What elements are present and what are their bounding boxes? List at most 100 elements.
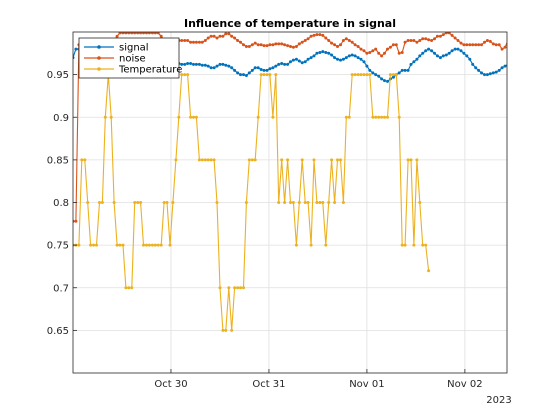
data-point (130, 286, 134, 290)
data-point (321, 201, 325, 204)
data-point (418, 201, 422, 204)
data-point (115, 34, 119, 38)
data-point (368, 73, 372, 77)
data-point (180, 62, 184, 66)
data-point (100, 201, 104, 204)
data-point (353, 54, 357, 58)
data-point (400, 243, 404, 247)
data-point (200, 158, 204, 162)
data-point (197, 40, 201, 44)
legend-item-signal[interactable]: signal (84, 43, 149, 54)
data-point (156, 32, 160, 35)
data-point (297, 59, 301, 63)
data-point (265, 44, 269, 48)
data-point (192, 115, 195, 119)
data-point (377, 51, 381, 55)
data-point (341, 57, 345, 61)
data-point (397, 115, 401, 119)
data-point (159, 243, 163, 247)
data-point (74, 219, 78, 223)
legend-label: Temperature (118, 65, 182, 76)
data-point (92, 243, 96, 247)
data-point (391, 43, 395, 47)
data-point (303, 201, 307, 204)
data-point (412, 60, 416, 64)
data-point (447, 51, 451, 55)
data-point (194, 115, 198, 119)
data-point (483, 73, 486, 77)
data-point (415, 40, 419, 44)
data-point (397, 71, 401, 75)
legend-label: signal (119, 43, 149, 54)
data-point (491, 42, 495, 46)
chart-title: Influence of temperature in signal (184, 17, 396, 30)
data-point (465, 54, 469, 58)
data-point (236, 71, 240, 75)
legend-item-noise[interactable]: noise (84, 54, 146, 65)
data-point (115, 243, 119, 247)
data-point (456, 39, 460, 42)
data-point (139, 201, 143, 204)
data-point (147, 243, 151, 247)
data-point (321, 33, 325, 37)
data-point (503, 45, 507, 49)
data-point (318, 201, 322, 204)
data-point (350, 53, 354, 57)
data-point (500, 66, 504, 70)
data-point (494, 70, 498, 74)
data-point (139, 32, 143, 35)
data-point (471, 62, 475, 66)
data-point (406, 39, 410, 42)
data-point (192, 62, 195, 66)
data-point (371, 115, 375, 119)
data-point (136, 201, 140, 204)
data-point (312, 54, 316, 58)
x-tick-label: Oct 31 (252, 379, 285, 390)
data-point (356, 73, 360, 77)
data-point (142, 32, 145, 35)
data-point (462, 51, 466, 55)
data-point (409, 158, 413, 162)
data-point (283, 43, 287, 47)
data-point (200, 63, 204, 67)
data-point (189, 62, 193, 65)
data-point (262, 44, 266, 48)
data-point (186, 73, 190, 77)
data-point (142, 243, 145, 247)
data-point (180, 39, 184, 42)
data-point (189, 115, 193, 119)
data-point (494, 43, 498, 47)
data-point (383, 115, 386, 119)
data-point (194, 40, 198, 44)
data-point (380, 77, 384, 81)
data-point (388, 45, 392, 49)
data-point (95, 243, 98, 247)
data-point (171, 201, 175, 204)
data-point (383, 79, 386, 83)
data-point (503, 64, 507, 68)
data-point (221, 34, 225, 38)
data-point (224, 32, 228, 36)
data-point (488, 39, 492, 43)
data-point (268, 73, 272, 77)
data-point (77, 243, 81, 247)
data-point (212, 34, 216, 38)
data-point (333, 56, 337, 60)
data-point (362, 60, 366, 64)
data-point (480, 71, 483, 75)
data-point (324, 36, 328, 40)
data-point (286, 44, 290, 48)
data-point (306, 57, 310, 61)
legend-item-temperature[interactable]: Temperature (84, 65, 182, 76)
data-point (280, 42, 284, 46)
data-point (421, 51, 425, 55)
data-point (441, 33, 445, 37)
data-point (150, 243, 154, 247)
data-point (103, 115, 107, 119)
data-point (244, 74, 248, 77)
data-point (474, 66, 478, 70)
data-point (130, 32, 134, 35)
data-point (374, 47, 378, 51)
data-point (271, 43, 275, 47)
